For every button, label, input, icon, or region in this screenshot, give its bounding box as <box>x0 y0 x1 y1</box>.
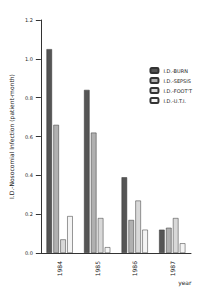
svg-text:I.D.-U.T.I.: I.D.-U.T.I. <box>163 98 186 104</box>
svg-text:1987: 1987 <box>169 261 176 276</box>
svg-text:0.6: 0.6 <box>25 134 33 140</box>
svg-text:1986: 1986 <box>131 261 138 276</box>
svg-text:I.D.-Nosocomial Infection (pat: I.D.-Nosocomial Infection (patient-month… <box>8 74 16 199</box>
svg-text:1985: 1985 <box>94 261 101 276</box>
svg-text:1.0: 1.0 <box>25 56 33 62</box>
svg-text:0.0: 0.0 <box>25 250 33 256</box>
svg-text:1984: 1984 <box>56 261 63 276</box>
svg-text:I.D.-BURN: I.D.-BURN <box>163 68 188 74</box>
svg-text:1.2: 1.2 <box>25 17 33 23</box>
svg-text:0.8: 0.8 <box>25 95 33 101</box>
svg-text:year: year <box>178 279 192 287</box>
svg-text:I.D.-FOOT'T: I.D.-FOOT'T <box>163 88 192 94</box>
svg-text:0.2: 0.2 <box>25 211 33 217</box>
svg-text:I.D.-SEPSIS: I.D.-SEPSIS <box>163 78 190 84</box>
svg-text:0.4: 0.4 <box>25 172 33 178</box>
